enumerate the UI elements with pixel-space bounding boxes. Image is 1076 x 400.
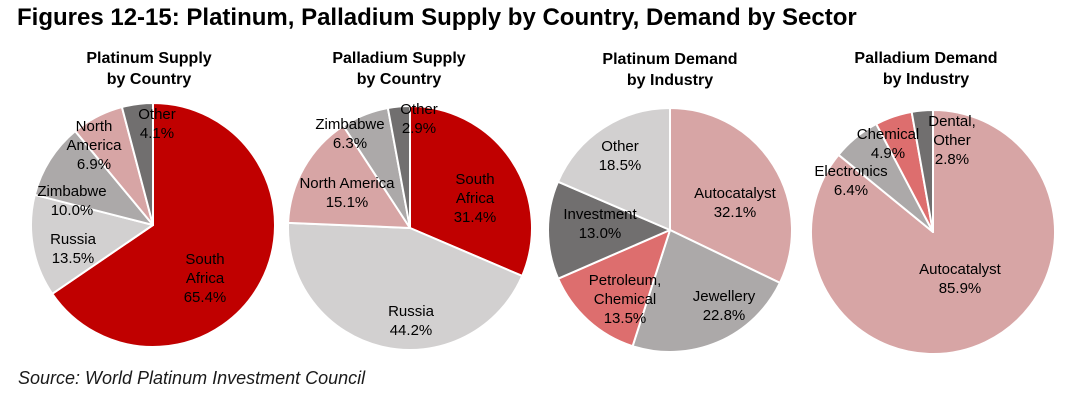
pie-slice-other [120, 102, 154, 226]
pie-slice-south-africa [409, 105, 533, 277]
pie-slice-russia [30, 193, 154, 295]
slice-label-russia: Russia 44.2% [388, 303, 435, 339]
slice-label-jewellery: Jewellery 22.8% [693, 288, 756, 324]
slice-label-petroleum-chemical: Petroleum, Chemical 13.5% [589, 272, 662, 327]
pie-chart-platinum-demand-by-industry: Platinum Demand by Industry Autocatalyst 32… [547, 51, 793, 353]
pie-slice-autocatalyst [669, 107, 793, 284]
pie-slice-dental-other [910, 108, 934, 233]
slice-label-zimbabwe: Zimbabwe 6.3% [315, 116, 384, 152]
chart-title: Platinum Supply by Country [86, 50, 211, 88]
pie-chart-palladium-supply-by-country: Palladium Supply by Country South Africa 31.… [287, 50, 533, 351]
pie-slice-south-africa [51, 102, 277, 348]
pie-slice-other [386, 104, 411, 229]
slice-label-autocatalyst: Autocatalyst 85.9% [919, 261, 1002, 297]
slice-label-other: Other 4.1% [138, 106, 176, 142]
slice-label-investment: Investment 13.0% [563, 206, 637, 242]
pie-slice-russia [287, 221, 524, 351]
slice-label-chemical: Chemical 4.9% [857, 126, 920, 162]
pie-slice-petroleum-chemical [557, 229, 671, 348]
chart-title: Palladium Demand by Industry [854, 50, 997, 88]
slice-label-other: Other 2.9% [400, 101, 438, 137]
pie-slice-other [556, 107, 671, 231]
slice-label-south-africa: South Africa 31.4% [454, 171, 497, 226]
chart-title: Palladium Supply by Country [332, 50, 465, 88]
pie-chart-platinum-supply-by-country: Platinum Supply by Country South Africa 65.4… [30, 50, 277, 348]
pie-slice-investment [547, 180, 671, 280]
pie-chart-palladium-demand-by-industry: Palladium Demand by Industry Autocatalyst 8… [810, 50, 1057, 355]
pie-slice-north-america [287, 124, 411, 229]
source-note: Source: World Platinum Investment Counci… [18, 368, 366, 388]
slice-label-north-america: North America 6.9% [66, 118, 122, 173]
pie-slice-jewellery [631, 229, 781, 353]
slice-label-electronics: Electronics 6.4% [814, 163, 887, 199]
slice-label-south-africa: South Africa 65.4% [184, 251, 227, 306]
slice-label-autocatalyst: Autocatalyst 32.1% [694, 185, 777, 221]
slice-label-zimbabwe: Zimbabwe 10.0% [37, 183, 106, 219]
pie-slice-zimbabwe [33, 130, 154, 226]
slice-label-dental-other: Dental, Other 2.8% [928, 113, 976, 168]
slice-label-north-america: North America 15.1% [299, 175, 395, 211]
slice-label-russia: Russia 13.5% [50, 231, 97, 267]
chart-title: Platinum Demand by Industry [602, 51, 737, 89]
figure-title: Figures 12-15: Platinum, Palladium Suppl… [17, 4, 857, 31]
slice-label-other: Other 18.5% [599, 138, 642, 174]
